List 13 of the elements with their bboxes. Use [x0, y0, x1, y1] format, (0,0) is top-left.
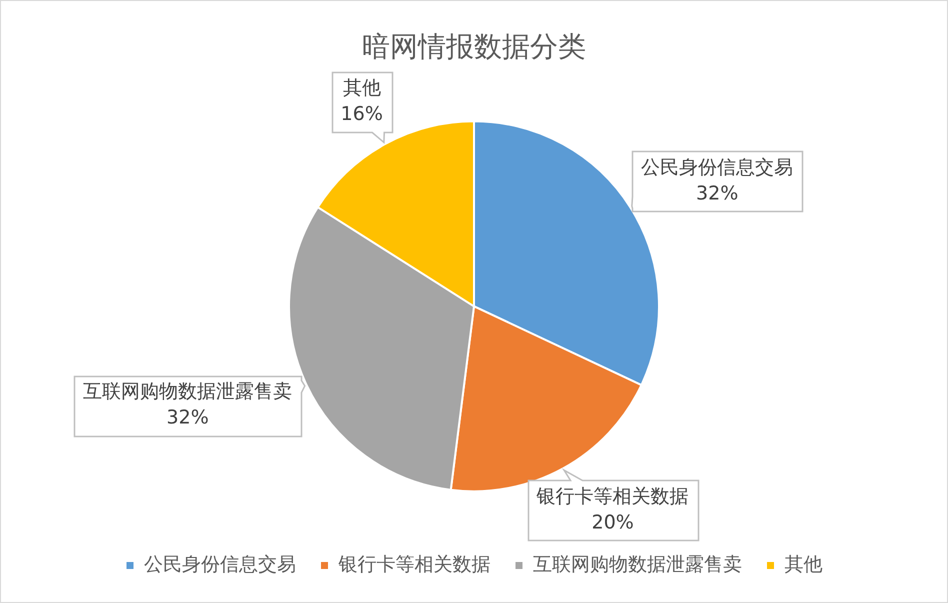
legend-label: 其他: [784, 553, 822, 576]
slice-label: 互联网购物数据泄露售卖: [83, 380, 292, 402]
legend-label: 公民身份信息交易: [144, 553, 296, 576]
chart-title: 暗网情报数据分类: [362, 30, 586, 64]
data-label: 16%: [340, 103, 383, 126]
slice-label: 其他: [342, 77, 381, 100]
data-label: 32%: [696, 182, 738, 204]
slice-label: 公民身份信息交易: [641, 156, 794, 178]
slice-label: 银行卡等相关数据: [536, 485, 689, 508]
data-label: 20%: [592, 511, 634, 534]
legend-label: 互联网购物数据泄露售卖: [533, 553, 742, 576]
legend-label: 银行卡等相关数据: [338, 553, 490, 576]
data-label: 32%: [166, 406, 209, 428]
